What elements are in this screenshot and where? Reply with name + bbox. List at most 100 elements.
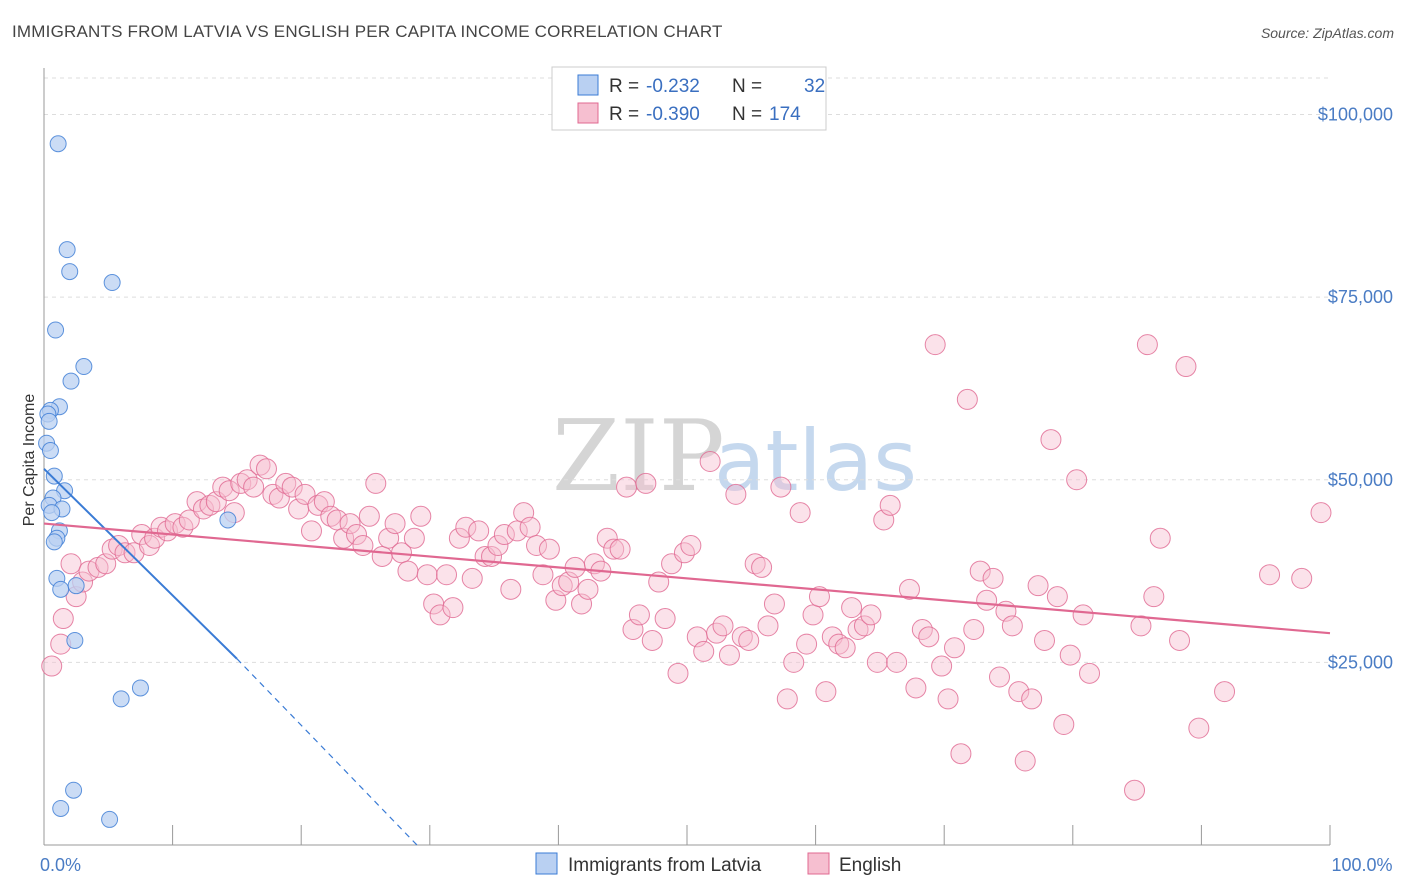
english-point [731,626,753,648]
legend-r-value-english: -0.390 [646,104,700,125]
english-point [1046,586,1068,608]
english-point [339,513,361,535]
latvia-trend-line [43,468,238,660]
english-point [487,535,509,557]
english-point [500,578,522,600]
english-point [358,505,380,527]
english-point [1259,564,1281,586]
legend-n-label-english: N = [732,104,762,125]
english-point [628,604,650,626]
english-point [751,556,773,578]
english-point [551,575,573,597]
english-point [1053,713,1075,735]
english-point [815,681,837,703]
english-point [212,476,234,498]
english-point [1143,586,1165,608]
english-point [609,538,631,560]
y-tick-label: $25,000 [1328,652,1393,672]
english-point [1188,717,1210,739]
english-point [718,644,740,666]
english-point [693,640,715,662]
english-point [249,454,271,476]
english-point [1310,502,1332,524]
english-point [757,615,779,637]
latvia-trend-extension [236,658,418,846]
english-point [1059,644,1081,666]
y-tick-label: $50,000 [1328,470,1393,490]
english-point [1001,615,1023,637]
latvia-point [62,372,80,390]
bottom-legend-swatch-english [807,852,830,875]
english-point [1169,629,1191,651]
english-point [1149,527,1171,549]
latvia-point [43,504,61,522]
latvia-point [66,631,84,649]
english-point [442,597,464,619]
english-point [1124,779,1146,801]
english-point [538,538,560,560]
english-point [493,524,515,546]
english-point [1130,615,1152,637]
legend-swatch-latvia [577,74,599,96]
english-point [699,451,721,472]
english-point [654,608,676,630]
y-axis-label: Per Capita Income [21,394,38,527]
english-point [41,655,63,677]
english-point [886,651,908,673]
watermark-zip: ZIP [552,400,725,514]
watermark: ZIP atlas [552,400,917,514]
bottom-legend: Immigrants from Latvia English [535,852,901,876]
english-point [345,524,367,546]
english-point [969,560,991,582]
latvia-point [61,263,79,281]
english-point [429,604,451,626]
bottom-legend-label-latvia: Immigrants from Latvia [568,855,762,876]
english-point [532,564,554,586]
english-point [1008,681,1030,703]
english-point [199,494,221,516]
legend-r-value-latvia: -0.232 [646,76,700,97]
english-point [397,560,419,582]
english-point [783,651,805,673]
gridlines [44,77,1330,663]
y-tick-labels: $25,000 $50,000 $75,000 $100,000 [1318,105,1393,673]
latvia-point [67,577,85,595]
english-point [384,513,406,535]
english-point [1021,688,1043,710]
english-point [403,527,425,549]
english-point [789,502,811,524]
english-point [416,564,438,586]
watermark-atlas: atlas [714,412,917,510]
latvia-point [49,135,67,153]
latvia-point [75,358,93,376]
english-point [956,388,978,410]
latvia-point [47,321,65,339]
x-tick-label: 0.0% [40,855,81,875]
english-point [976,589,998,611]
x-tick-label: 100.0% [1331,855,1392,875]
english-point [603,538,625,560]
legend-n-label-latvia: N = [732,76,762,97]
english-point [931,655,953,677]
latvia-point [52,580,70,598]
english-point [1040,429,1062,451]
english-point [1214,681,1236,703]
english-point [763,593,785,615]
english-point [192,498,214,520]
latvia-point [112,690,130,708]
bottom-legend-swatch-latvia [535,852,558,875]
english-point [255,458,277,480]
legend-swatch-english [577,102,599,124]
english-point [616,476,638,498]
latvia-point [65,781,83,799]
english-point [918,626,940,648]
english-point [519,516,541,538]
english-point [770,476,792,498]
english-point [577,578,599,600]
y-tick-label: $100,000 [1318,105,1393,125]
english-point [847,619,869,641]
english-point [60,553,82,575]
english-point [218,480,240,502]
english-point [796,633,818,655]
chart-title: IMMIGRANTS FROM LATVIA VS ENGLISH PER CA… [12,22,723,41]
